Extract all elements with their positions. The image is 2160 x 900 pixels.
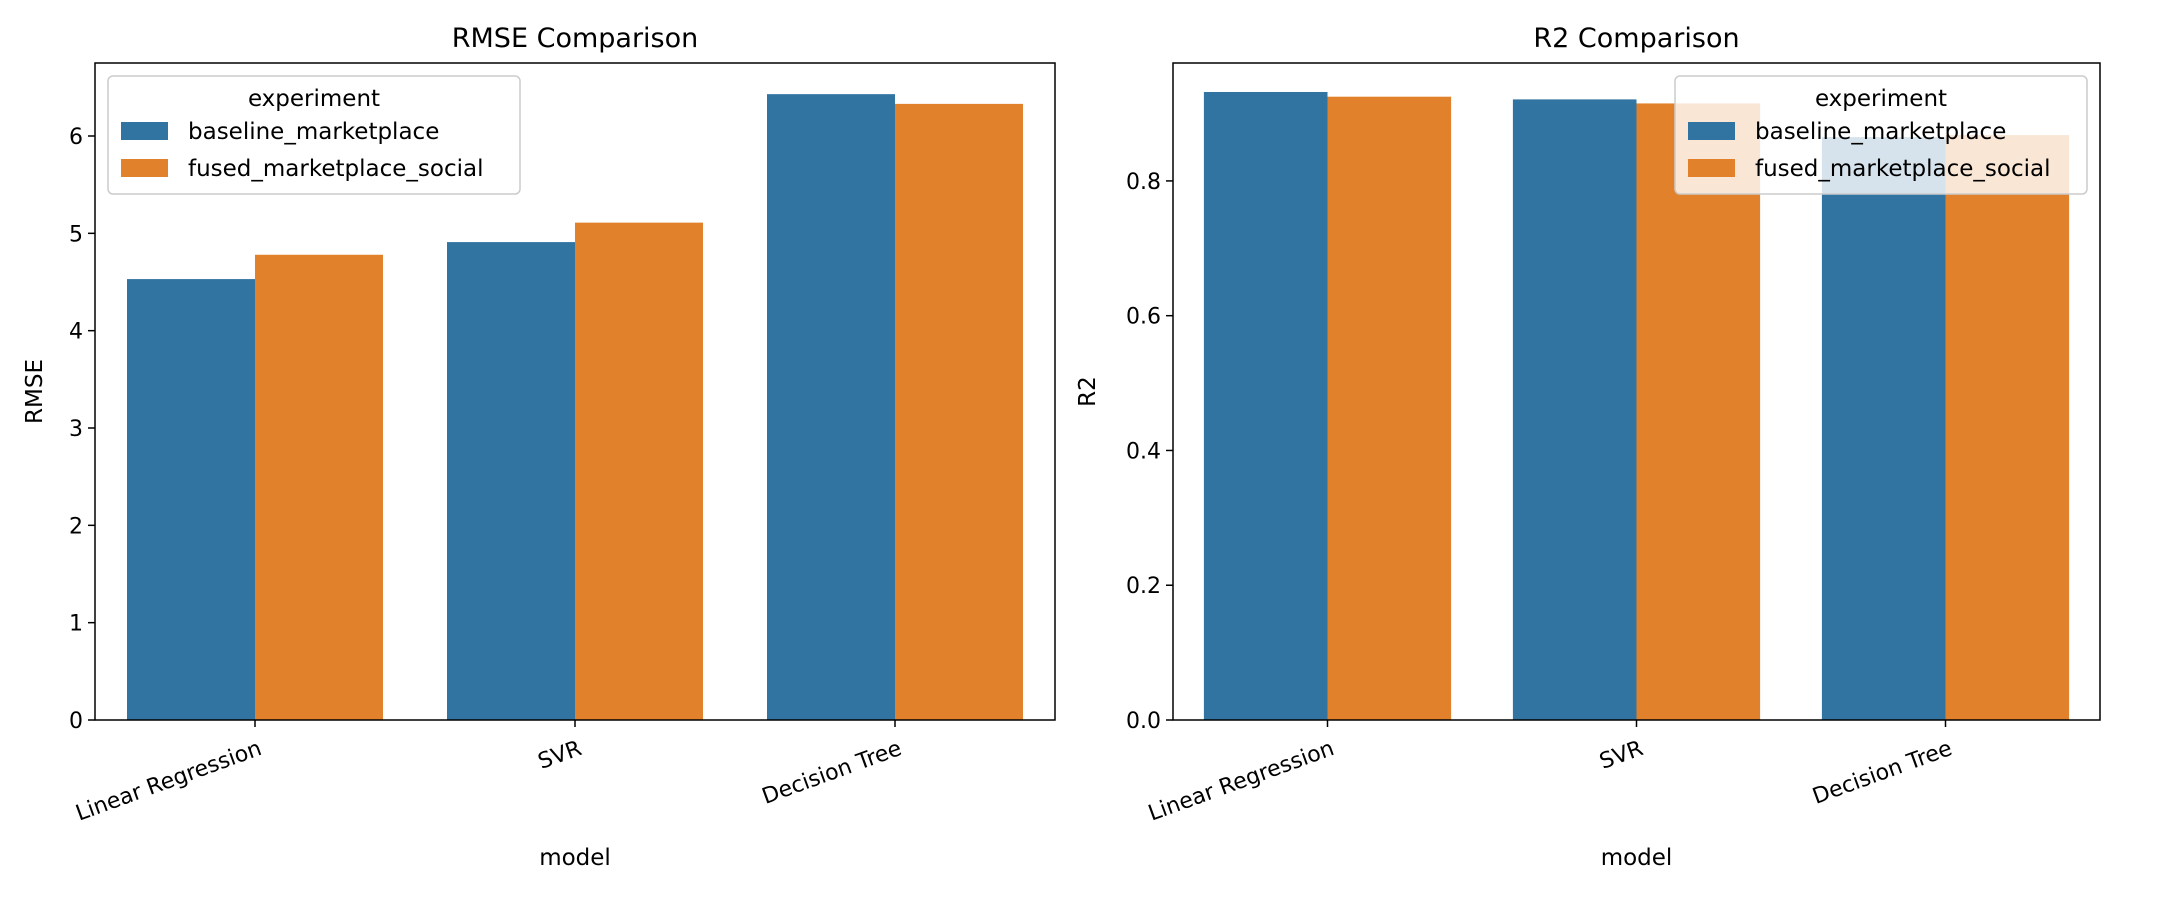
- chart-1-bar-baseline-marketplace-3: [767, 94, 895, 720]
- chart-1-ytick-label: 6: [69, 125, 83, 150]
- chart-2-legend-swatch-fused-marketplace-social: [1688, 159, 1735, 177]
- chart-1-bar-baseline-marketplace-2: [447, 242, 575, 720]
- chart-1-legend-entry-fused-marketplace-social: fused_marketplace_social: [188, 156, 484, 182]
- chart-2-ytick-label: 0.6: [1126, 305, 1161, 330]
- chart-2-legend-swatch-baseline-marketplace: [1688, 122, 1735, 140]
- chart-2-ylabel: R2: [1075, 376, 1101, 407]
- chart-1-bar-baseline-marketplace-1: [127, 279, 255, 720]
- chart-1-ytick-label: 5: [69, 222, 83, 247]
- chart-1-ytick-label: 3: [69, 417, 83, 442]
- chart-1-bar-fused-marketplace-social-2: [575, 222, 703, 720]
- chart-2-legend: experiment baseline_marketplace fused_mark…: [1674, 75, 2088, 195]
- chart-1-legend-swatch-fused-marketplace-social: [121, 159, 168, 177]
- chart-1-ytick-label: 2: [69, 514, 83, 539]
- chart-2: 0.0 0.2 0.4 0.6 0.8 Linear Regression SVR Decis…: [1075, 23, 2101, 871]
- chart-1-legend-title: experiment: [248, 86, 380, 112]
- chart-2-title: R2 Comparison: [1533, 23, 1739, 54]
- chart-1-xtick-label: SVR: [535, 736, 585, 775]
- chart-1-bar-fused-marketplace-social-3: [895, 103, 1023, 720]
- chart-2-bar-baseline-marketplace-2: [1512, 99, 1637, 720]
- chart-2-legend-box: [1674, 75, 2088, 195]
- chart-2-ytick-label: 0.0: [1126, 709, 1161, 734]
- chart-1-legend: experiment baseline_marketplace fused_mark…: [107, 75, 521, 195]
- chart-2-xtick-label: Linear Regression: [1145, 736, 1337, 826]
- chart-1-bar-fused-marketplace-social-1: [255, 254, 383, 720]
- chart-1-legend-entry-baseline-marketplace: baseline_marketplace: [188, 119, 439, 145]
- chart-2-xlabel: model: [1601, 845, 1673, 871]
- chart-1-ytick-label: 0: [69, 709, 83, 734]
- chart-1-ytick-label: 4: [69, 320, 83, 345]
- chart-2-legend-entry-baseline-marketplace: baseline_marketplace: [1755, 119, 2006, 145]
- chart-2-bar-baseline-marketplace-1: [1203, 91, 1328, 721]
- chart-1-legend-swatch-baseline-marketplace: [121, 122, 168, 140]
- chart-2-legend-entry-fused-marketplace-social: fused_marketplace_social: [1755, 156, 2051, 182]
- chart-2-bar-fused-marketplace-social-1: [1327, 96, 1452, 720]
- chart-2-bar-fused-marketplace-social-3: [1945, 135, 2070, 721]
- chart-2-ytick-label: 0.8: [1126, 170, 1161, 195]
- chart-2-xtick-label: Decision Tree: [1809, 736, 1955, 810]
- chart-1-ylabel: RMSE: [22, 359, 48, 424]
- chart-1-xlabel: model: [539, 845, 611, 871]
- chart-2-xtick-label: SVR: [1596, 736, 1646, 775]
- chart-1-legend-box: [107, 75, 521, 195]
- chart-2-bar-baseline-marketplace-3: [1821, 137, 1946, 720]
- chart-2-ytick-label: 0.4: [1126, 439, 1161, 464]
- chart-1-title: RMSE Comparison: [452, 23, 699, 54]
- chart-2-bar-fused-marketplace-social-2: [1636, 103, 1761, 721]
- chart-1-xtick-label: Linear Regression: [73, 736, 265, 826]
- chart-1: 0 1 2 3 4 5 6 Linear Regression SVR Decision Tree…: [22, 23, 1056, 871]
- chart-2-legend-title: experiment: [1815, 86, 1947, 112]
- chart-2-ytick-label: 0.2: [1126, 574, 1161, 599]
- chart-1-ytick-label: 1: [69, 612, 83, 637]
- chart-1-xtick-label: Decision Tree: [759, 736, 905, 810]
